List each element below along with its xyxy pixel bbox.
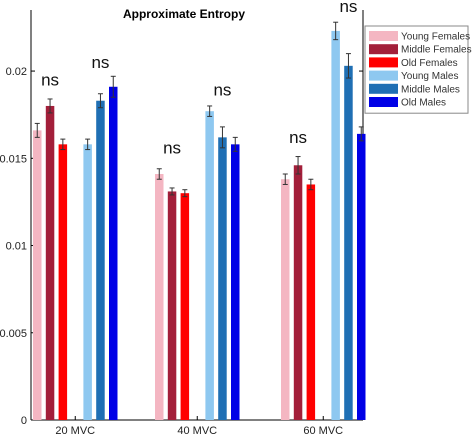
- x-tick-label: 60 MVC: [303, 425, 343, 437]
- bar: [96, 100, 105, 421]
- annotation-ns: ns: [163, 138, 181, 157]
- y-tick-label: 0.02: [6, 66, 27, 78]
- bar: [155, 174, 164, 420]
- bar: [33, 130, 42, 420]
- annotation-ns: ns: [289, 128, 307, 147]
- legend-swatch: [369, 44, 398, 55]
- annotation-ns: ns: [213, 81, 231, 100]
- annotation-ns: ns: [339, 0, 357, 16]
- legend-swatch: [369, 57, 398, 68]
- legend-label: Old Females: [401, 58, 458, 69]
- bar: [306, 184, 316, 420]
- bar: [344, 65, 353, 421]
- y-tick-label: 0.005: [0, 328, 27, 340]
- y-tick-label: 0.01: [6, 241, 27, 253]
- bar: [331, 30, 340, 421]
- bars: [33, 21, 366, 421]
- legend-label: Young Females: [401, 32, 470, 43]
- bar: [205, 111, 214, 420]
- bar: [293, 165, 303, 420]
- legend-swatch: [369, 97, 398, 107]
- chart-title: Approximate Entropy: [123, 7, 245, 21]
- bar: [180, 193, 190, 420]
- y-tick-label: 0.015: [0, 153, 27, 165]
- legend-swatch: [369, 31, 398, 41]
- bar: [218, 137, 227, 421]
- bar: [58, 144, 68, 420]
- legend-swatch: [369, 83, 398, 94]
- legend-label: Young Males: [401, 71, 458, 82]
- x-tick-label: 40 MVC: [177, 425, 217, 437]
- x-axis: 20 MVC 40 MVC 60 MVC: [55, 416, 343, 437]
- x-tick-label: 20 MVC: [55, 425, 95, 437]
- bar: [231, 144, 240, 420]
- legend: Young Females Middle Females Old Females Yo…: [364, 25, 472, 114]
- bar: [167, 191, 177, 420]
- legend-label: Middle Females: [401, 45, 472, 56]
- bar: [357, 133, 366, 420]
- bar: [281, 179, 290, 420]
- bar: [45, 105, 55, 420]
- annotation-ns: ns: [41, 70, 59, 89]
- y-tick-label: 0: [21, 415, 27, 427]
- legend-label: Old Males: [401, 98, 446, 109]
- annotation-ns: ns: [91, 53, 109, 72]
- bar: [83, 144, 92, 420]
- legend-swatch: [369, 70, 398, 81]
- legend-label: Middle Males: [401, 84, 460, 95]
- bar: [109, 86, 118, 420]
- annotations: ns ns ns ns ns ns: [41, 0, 357, 157]
